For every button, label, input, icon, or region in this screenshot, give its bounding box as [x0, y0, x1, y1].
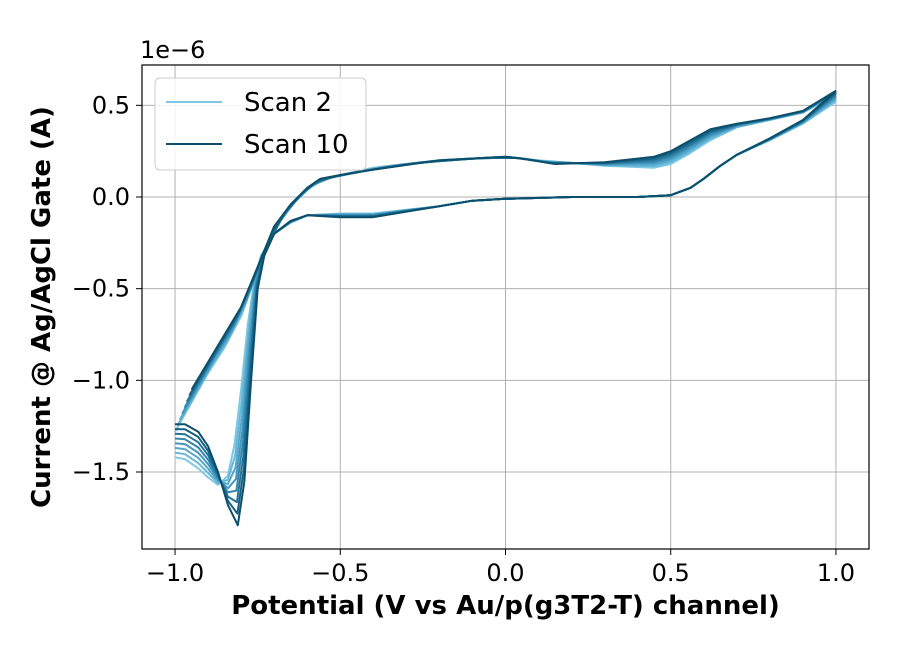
x-tick-label: 0.5 — [652, 559, 690, 587]
x-axis-label: Potential (V vs Au/p(g3T2-T) channel) — [231, 591, 780, 621]
series-line — [505, 89, 837, 200]
legend: Scan 2 Scan 10 — [154, 77, 367, 171]
x-tick-label: −1.0 — [146, 559, 204, 587]
x-axis-ticks: −1.0 −0.5 0.0 0.5 1.0 — [146, 549, 855, 587]
x-tick-label: 1.0 — [817, 559, 855, 587]
y-tick-label: −0.5 — [72, 275, 130, 303]
plot-area — [174, 89, 837, 527]
legend-entry-label: Scan 10 — [244, 130, 349, 160]
series-line — [190, 89, 837, 391]
series-line — [175, 197, 506, 527]
y-tick-label: 0.5 — [92, 91, 130, 119]
x-tick-label: −0.5 — [311, 559, 369, 587]
y-tick-label: −1.5 — [72, 458, 130, 486]
x-tick-label: 0.0 — [486, 559, 524, 587]
legend-entry-label: Scan 2 — [244, 88, 332, 118]
y-axis-ticks: 0.5 0.0 −0.5 −1.0 −1.5 — [72, 91, 142, 486]
y-tick-label: −1.0 — [72, 366, 130, 394]
y-tick-label: 0.0 — [92, 183, 130, 211]
y-axis-offset-label: 1e−6 — [140, 36, 205, 64]
y-axis-label: Current @ Ag/AgCl Gate (A) — [27, 106, 57, 508]
series-scan-curve — [175, 89, 837, 527]
